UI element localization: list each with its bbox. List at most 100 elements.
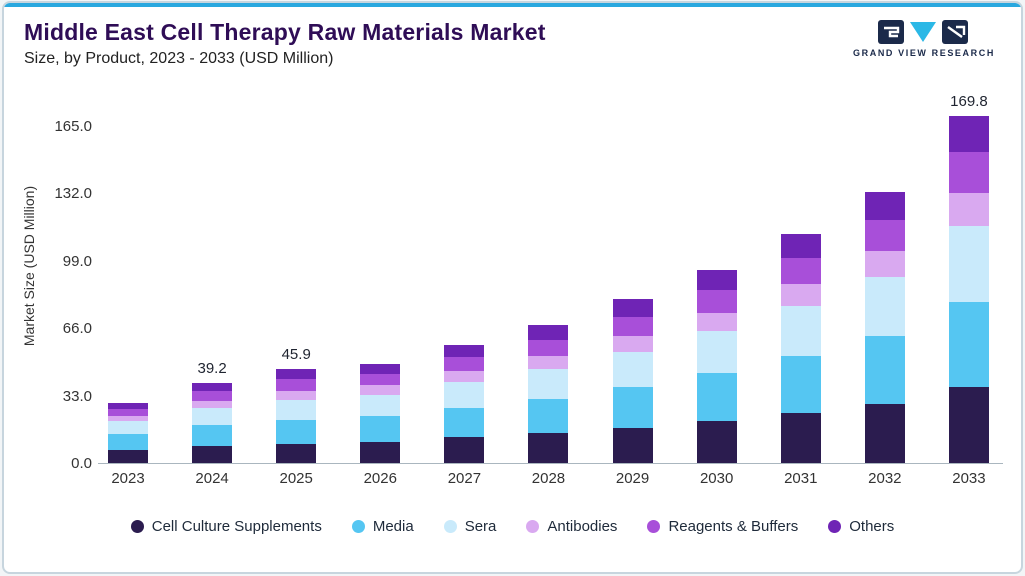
bar-segment xyxy=(360,441,401,463)
bar-2032 xyxy=(864,92,905,463)
bar-segment xyxy=(444,356,485,372)
bar-stack xyxy=(696,269,737,463)
bar-segment xyxy=(948,115,989,153)
bar-stack xyxy=(528,325,569,463)
bar-2029 xyxy=(612,92,653,463)
bar-segment xyxy=(780,284,821,306)
bar-segment xyxy=(108,416,148,422)
title-block: Middle East Cell Therapy Raw Materials M… xyxy=(24,19,546,68)
y-tick-label: 99.0 xyxy=(62,252,92,270)
bar-2026 xyxy=(360,92,401,463)
x-axis-label: 2023 xyxy=(111,470,145,487)
bar-segment xyxy=(360,394,401,416)
legend-dot-icon xyxy=(351,520,365,533)
grandview-logo-icon xyxy=(878,20,968,44)
bar-segment xyxy=(444,407,485,438)
y-tick-label: 66.0 xyxy=(62,320,92,338)
bar-stack xyxy=(276,369,317,463)
y-tick-label: 0.0 xyxy=(71,455,92,472)
bar-segment xyxy=(780,257,821,285)
y-axis-title: Market Size (USD Million) xyxy=(21,186,37,347)
bar-segment xyxy=(948,152,989,194)
bar-segment xyxy=(276,369,317,380)
bar-segment xyxy=(612,428,653,463)
bar-segment xyxy=(864,403,905,463)
bar-segment xyxy=(528,325,569,340)
bar-segment xyxy=(360,374,401,386)
bar-segment xyxy=(612,317,653,337)
bar-segment xyxy=(108,421,148,435)
chart-legend: Cell Culture Supplements Media Sera Antibod… xyxy=(4,518,1021,535)
bar-segment xyxy=(108,403,148,410)
bar-segment xyxy=(528,339,569,356)
y-tick-label: 33.0 xyxy=(62,387,92,405)
plot-column: 39.2 45.9 169.8 2023 2024 2025 2026 2027 2028 20… xyxy=(98,92,1003,506)
legend-item: Media xyxy=(351,518,414,535)
bar-segment xyxy=(192,445,233,463)
bar-segment xyxy=(360,363,401,375)
bar-segment xyxy=(192,407,233,426)
bar-segment xyxy=(948,225,989,302)
bar-segment xyxy=(612,298,653,318)
bar-2028 xyxy=(528,92,569,463)
bar-segment xyxy=(360,416,401,442)
bar-segment xyxy=(192,400,233,408)
bar-segment xyxy=(696,331,737,374)
bar-segment xyxy=(192,391,233,401)
bar-segment xyxy=(780,233,821,258)
y-axis-ticks: 0.0 33.0 66.0 99.0 132.0 165.0 xyxy=(42,92,98,472)
legend-dot-icon xyxy=(130,520,144,533)
bar-stack xyxy=(192,382,233,463)
bar-segment xyxy=(780,305,821,356)
bar-segment xyxy=(696,373,737,422)
bar-segment xyxy=(696,421,737,463)
bar-segment xyxy=(444,344,485,357)
bar-segment xyxy=(444,371,485,383)
x-axis-label: 2029 xyxy=(615,470,650,487)
bar-segment xyxy=(780,412,821,463)
bar-2024: 39.2 xyxy=(192,92,233,463)
bar-2025: 45.9 xyxy=(276,92,317,463)
bar-2031 xyxy=(780,92,821,463)
chart-area: Market Size (USD Million) 0.0 33.0 66.0 99.… xyxy=(4,68,1021,506)
bar-segment xyxy=(276,379,317,392)
bar-stack xyxy=(612,298,653,463)
top-accent-line xyxy=(4,3,1021,7)
bar-segment xyxy=(612,351,653,388)
legend-label: Cell Culture Supplements xyxy=(151,518,322,535)
grandview-logo: GRAND VIEW RESEARCH xyxy=(849,19,999,58)
legend-label: Sera xyxy=(464,518,497,535)
legend-dot-icon xyxy=(443,520,457,533)
legend-label: Antibodies xyxy=(547,518,618,535)
bar-segment xyxy=(612,387,653,429)
legend-dot-icon xyxy=(526,520,540,533)
x-axis-label: 2032 xyxy=(868,470,902,487)
bar-segment xyxy=(948,387,989,463)
bar-segment xyxy=(444,382,485,408)
bar-total-label: 45.9 xyxy=(281,346,311,364)
x-axis-label: 2030 xyxy=(699,470,734,487)
bar-segment xyxy=(696,290,737,313)
legend-dot-icon xyxy=(647,520,661,533)
bar-2023 xyxy=(108,92,148,463)
bar-segment xyxy=(108,449,148,463)
bar-segment xyxy=(444,437,485,463)
x-axis-label: 2028 xyxy=(531,470,566,487)
bar-segment xyxy=(192,425,233,446)
legend-label: Reagents & Buffers xyxy=(668,518,799,535)
x-axis-label: 2026 xyxy=(363,470,397,487)
bar-segment xyxy=(864,191,905,220)
bar-segment xyxy=(192,382,233,392)
bar-stack xyxy=(108,403,148,463)
x-axis-label: 2031 xyxy=(784,470,818,487)
legend-item: Sera xyxy=(443,518,497,535)
bar-stack xyxy=(360,363,401,463)
bar-segment xyxy=(108,409,148,417)
bar-stack xyxy=(864,191,905,463)
bar-segment xyxy=(948,301,989,388)
bar-stack xyxy=(444,344,485,463)
x-axis-label: 2027 xyxy=(447,470,482,487)
bar-total-label: 169.8 xyxy=(950,92,988,110)
bar-2027 xyxy=(444,92,485,463)
legend-item: Others xyxy=(828,518,894,535)
